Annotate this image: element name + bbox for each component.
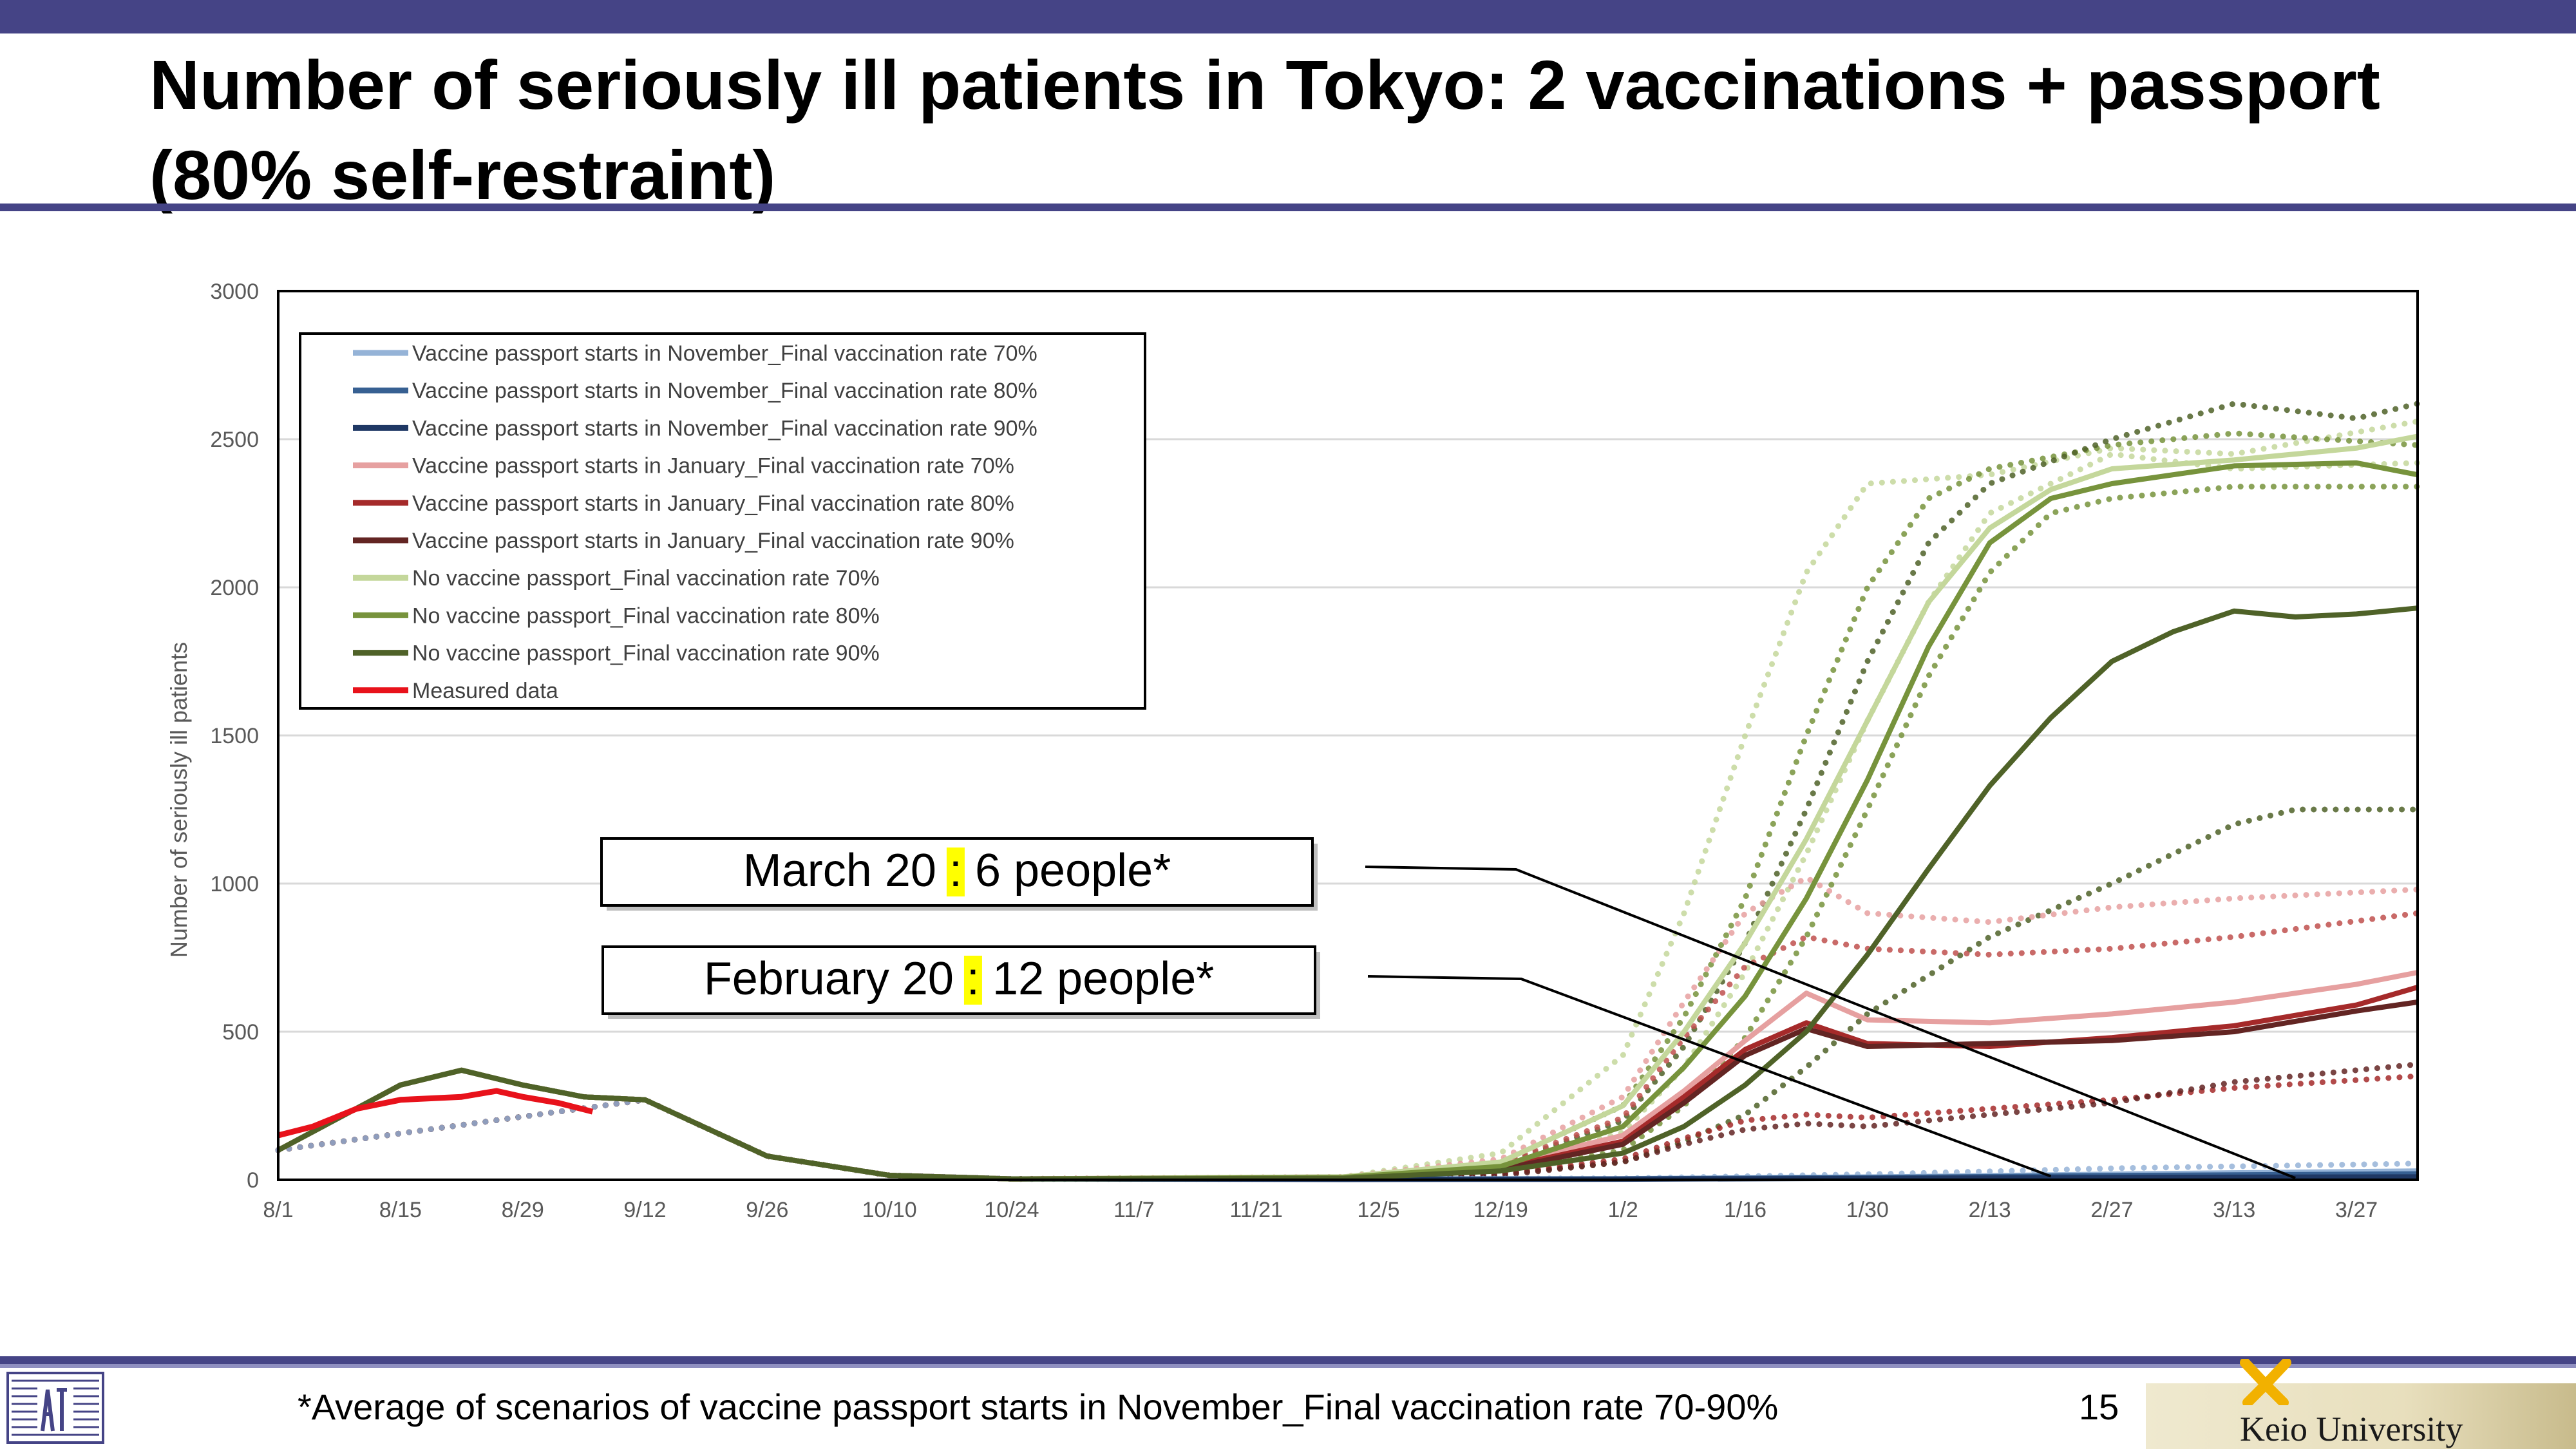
footer-divider-light bbox=[0, 1364, 2576, 1368]
series-line bbox=[277, 1067, 2418, 1182]
x-tick-label: 11/21 bbox=[1229, 1198, 1283, 1222]
annotation-leader-line bbox=[1367, 975, 2052, 1178]
footer-divider bbox=[0, 1356, 2576, 1364]
annotation-value: 6 people* bbox=[962, 845, 1171, 896]
scenario-run-line bbox=[275, 430, 2421, 1182]
x-tick-label: 3/13 bbox=[2213, 1198, 2255, 1222]
x-tick-label: 9/12 bbox=[623, 1198, 666, 1222]
annotation-text: February 20 : 12 people* bbox=[704, 953, 1215, 1005]
top-accent-bar bbox=[0, 0, 2576, 33]
y-tick-label: 3000 bbox=[210, 279, 259, 304]
legend-label: Vaccine passport starts in November_Fina… bbox=[412, 341, 1037, 366]
page-number: 15 bbox=[2079, 1387, 2119, 1427]
legend-label: No vaccine passport_Final vaccination ra… bbox=[412, 566, 880, 591]
legend: Vaccine passport starts in November_Fina… bbox=[299, 332, 1146, 710]
series-lines bbox=[277, 433, 2419, 1182]
keio-logo-banner bbox=[2146, 1383, 2576, 1449]
legend-label: Measured data bbox=[412, 679, 558, 703]
legend-label: Vaccine passport starts in January_Final… bbox=[412, 529, 1014, 553]
legend-box bbox=[299, 332, 1146, 710]
scenario-run-line bbox=[275, 1097, 2421, 1182]
annotation-value: 12 people* bbox=[980, 953, 1214, 1005]
annotation-date: February 20 bbox=[704, 953, 967, 1005]
y-tick-label: 1500 bbox=[210, 724, 259, 748]
annotation-leader-line bbox=[1365, 866, 2296, 1180]
x-tick-label: 3/27 bbox=[2335, 1198, 2378, 1222]
footnote: *Average of scenarios of vaccine passpor… bbox=[298, 1387, 1779, 1427]
series-line bbox=[277, 970, 2418, 1182]
x-tick-label: 2/13 bbox=[1969, 1198, 2011, 1222]
legend-label: Vaccine passport starts in November_Fina… bbox=[412, 416, 1037, 440]
x-tick-label: 10/24 bbox=[984, 1198, 1039, 1222]
scenario-run-line bbox=[275, 1073, 2421, 1182]
legend-label: Vaccine passport starts in January_Final… bbox=[412, 491, 1014, 516]
x-tick-label: 8/15 bbox=[379, 1198, 422, 1222]
lab-logo-icon bbox=[6, 1372, 104, 1444]
scenario-run-line bbox=[275, 875, 2421, 1182]
scenario-run-line bbox=[275, 806, 2421, 1182]
x-tick-label: 10/10 bbox=[862, 1198, 917, 1222]
annotation-separator: : bbox=[949, 845, 962, 896]
x-tick-label: 9/26 bbox=[746, 1198, 788, 1222]
slide-title: Number of seriously ill patients in Toky… bbox=[149, 46, 2380, 214]
series-line bbox=[277, 605, 2418, 1182]
scenario-run-line bbox=[275, 451, 2421, 1182]
series-line bbox=[277, 1067, 2418, 1182]
annotation-text: March 20 : 6 people* bbox=[743, 845, 1171, 896]
legend-label: No vaccine passport_Final vaccination ra… bbox=[412, 641, 880, 666]
annotation-box bbox=[601, 945, 1316, 1015]
legend-label: No vaccine passport_Final vaccination ra… bbox=[412, 603, 880, 628]
series-line bbox=[277, 1088, 594, 1139]
plot-frame bbox=[277, 290, 2419, 1181]
y-tick-label: 1000 bbox=[210, 872, 259, 896]
x-tick-label: 1/30 bbox=[1846, 1198, 1889, 1222]
y-axis-label: Number of seriously ill patients bbox=[166, 642, 192, 958]
y-tick-label: 0 bbox=[247, 1168, 259, 1193]
x-tick-label: 1/16 bbox=[1724, 1198, 1766, 1222]
legend-label: Vaccine passport starts in January_Final… bbox=[412, 454, 1014, 478]
y-tick-labels: 0 500 1000 1500 2000 2500 3000 bbox=[210, 279, 259, 1193]
keio-pen-emblem-icon bbox=[2240, 1359, 2291, 1405]
x-tick-label: 12/5 bbox=[1357, 1198, 1399, 1222]
separator-highlight bbox=[946, 848, 965, 896]
annotation-date: March 20 bbox=[743, 845, 949, 896]
scenario-run-line bbox=[275, 910, 2421, 1182]
scenario-run-line bbox=[275, 418, 2421, 1182]
series-line bbox=[277, 1067, 2418, 1182]
annotations: March 20 : 6 people* February 20 : 12 peo… bbox=[600, 837, 2296, 1180]
university-name: Keio University bbox=[2240, 1410, 2463, 1448]
x-tick-label: 12/19 bbox=[1473, 1198, 1528, 1222]
y-tick-label: 2500 bbox=[210, 428, 259, 452]
title-divider bbox=[0, 204, 2576, 211]
x-tick-label: 2/27 bbox=[2090, 1198, 2133, 1222]
x-tick-label: 1/2 bbox=[1607, 1198, 1638, 1222]
y-tick-label: 2000 bbox=[210, 576, 259, 600]
x-tick-label: 8/29 bbox=[502, 1198, 544, 1222]
series-line bbox=[277, 999, 2418, 1182]
y-tick-label: 500 bbox=[222, 1020, 259, 1045]
separator-highlight bbox=[963, 956, 982, 1005]
x-tick-labels: 8/1 8/15 8/29 9/12 9/26 10/10 10/24 11/7 11/21 12… bbox=[263, 1198, 2378, 1222]
x-tick-label: 11/7 bbox=[1113, 1198, 1155, 1222]
annotation-separator: : bbox=[967, 953, 980, 1005]
x-tick-label: 8/1 bbox=[263, 1198, 293, 1222]
legend-label: Vaccine passport starts in November_Fina… bbox=[412, 379, 1037, 403]
scenario-run-line bbox=[275, 1061, 2421, 1182]
